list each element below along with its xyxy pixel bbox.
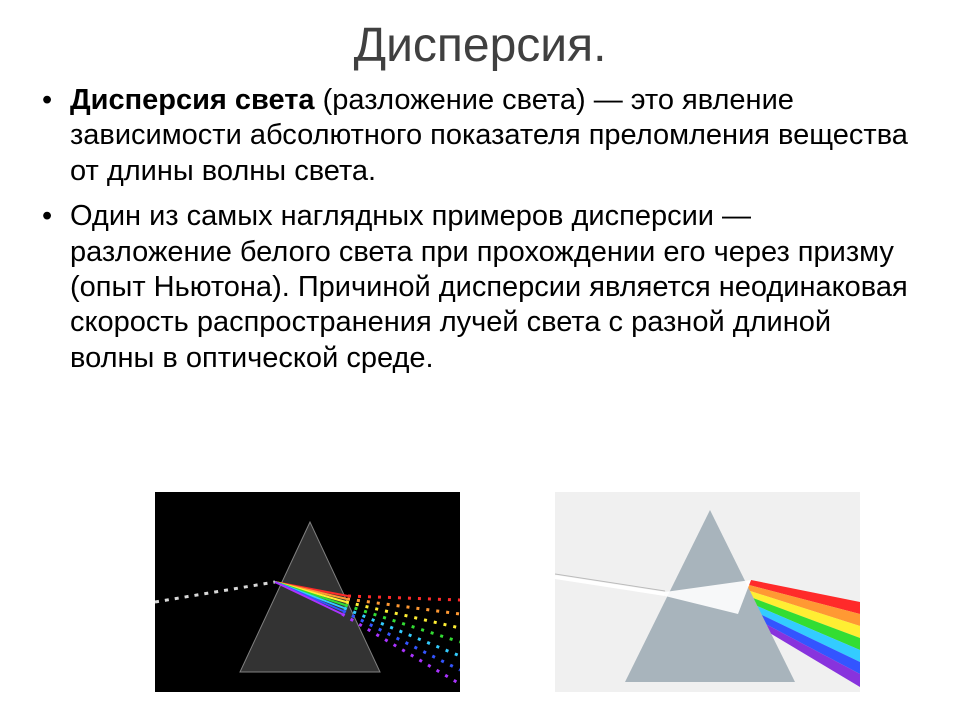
slide: Дисперсия. Дисперсия света (разложение с… <box>0 0 960 720</box>
slide-body: Дисперсия света (разложение света) — это… <box>0 83 960 376</box>
bullet-2: Один из самых наглядных примеров дисперс… <box>70 199 920 376</box>
bullet-1: Дисперсия света (разложение света) — это… <box>70 83 920 189</box>
prism-dark <box>155 492 460 692</box>
prism-dark-svg <box>155 492 460 692</box>
prism-light-svg <box>555 492 860 692</box>
bullet-1-bold: Дисперсия света <box>70 84 315 116</box>
slide-title: Дисперсия. <box>0 0 960 83</box>
prism-images <box>0 482 960 692</box>
prism-light <box>555 492 860 692</box>
bullet-2-rest: Один из самых наглядных примеров дисперс… <box>70 200 908 374</box>
